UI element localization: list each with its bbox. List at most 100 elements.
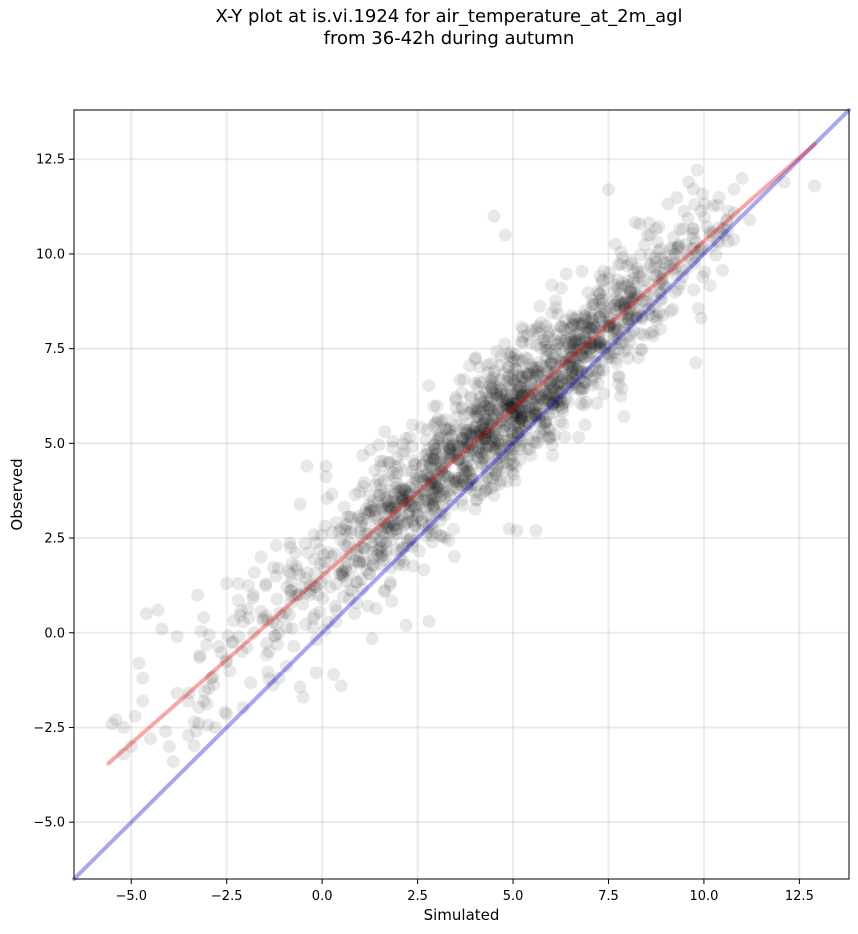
data-point — [511, 389, 525, 403]
data-point — [427, 462, 441, 476]
data-point — [494, 437, 508, 451]
data-point — [477, 432, 491, 446]
data-point — [643, 248, 657, 262]
data-point — [461, 455, 475, 469]
data-point — [553, 370, 567, 384]
data-point — [472, 451, 486, 465]
data-point — [256, 613, 270, 627]
data-point — [350, 596, 364, 610]
data-point — [355, 582, 369, 596]
data-point — [608, 237, 622, 251]
data-point — [371, 472, 385, 486]
data-point — [451, 452, 464, 466]
data-point — [567, 319, 581, 333]
data-point — [694, 242, 708, 256]
data-point — [310, 633, 323, 647]
data-point — [585, 312, 599, 325]
data-point — [525, 361, 539, 375]
data-point — [581, 325, 595, 339]
data-point — [633, 327, 647, 340]
data-point — [242, 611, 256, 625]
data-point — [377, 474, 391, 488]
data-point — [412, 497, 426, 511]
data-point — [513, 439, 527, 453]
data-point — [507, 409, 521, 423]
data-point — [396, 541, 410, 555]
data-point — [544, 380, 558, 394]
data-point — [493, 390, 507, 404]
data-point — [634, 248, 647, 262]
data-point — [474, 424, 488, 438]
data-point — [336, 590, 350, 604]
data-point — [594, 301, 608, 315]
data-point — [480, 470, 494, 484]
data-point — [578, 310, 592, 324]
data-point — [572, 332, 586, 346]
data-point — [505, 401, 519, 415]
data-point — [595, 292, 609, 306]
data-point — [582, 321, 596, 335]
data-point — [673, 222, 687, 236]
data-point — [575, 382, 589, 396]
data-point — [407, 454, 421, 467]
data-point — [544, 401, 557, 415]
data-point — [433, 507, 447, 521]
data-point — [527, 405, 541, 419]
data-point — [285, 621, 299, 635]
data-point — [368, 527, 382, 541]
data-point — [542, 407, 556, 421]
data-point — [338, 538, 352, 552]
data-point — [612, 294, 626, 308]
data-point — [549, 365, 563, 379]
data-point — [486, 440, 500, 454]
data-point — [628, 216, 642, 229]
data-point — [545, 357, 559, 371]
data-point — [484, 418, 498, 432]
y-tick-label: 12.5 — [36, 153, 65, 168]
data-point — [499, 398, 513, 412]
data-point — [383, 578, 397, 592]
data-point — [392, 513, 406, 527]
data-point — [501, 396, 515, 410]
data-point — [577, 381, 591, 395]
data-point — [394, 544, 407, 558]
data-point — [506, 402, 520, 416]
data-point — [283, 536, 297, 550]
data-point — [372, 438, 386, 452]
data-point — [600, 347, 614, 361]
data-point — [182, 728, 195, 742]
data-point — [273, 606, 287, 620]
data-point — [424, 470, 438, 484]
data-point — [575, 365, 588, 378]
data-point — [246, 588, 260, 602]
data-point — [498, 424, 512, 438]
data-point — [565, 371, 579, 385]
data-point — [808, 179, 822, 193]
data-point — [602, 319, 616, 333]
data-point — [516, 330, 530, 344]
data-point — [523, 403, 536, 417]
data-point — [566, 317, 580, 331]
data-point — [546, 405, 560, 419]
data-point — [402, 504, 416, 518]
data-point — [475, 376, 489, 390]
data-point — [390, 466, 404, 480]
data-point — [609, 336, 623, 350]
data-point — [478, 399, 492, 413]
data-point — [318, 570, 332, 584]
data-point — [511, 430, 525, 444]
data-point — [541, 330, 555, 344]
data-point — [546, 369, 560, 382]
data-point — [498, 228, 512, 242]
data-point — [597, 387, 611, 401]
data-point — [535, 410, 549, 423]
data-point — [504, 458, 518, 472]
data-point — [359, 502, 373, 516]
data-point — [225, 636, 239, 650]
data-point — [584, 335, 598, 349]
data-point — [469, 493, 483, 507]
data-point — [526, 402, 540, 416]
data-point — [191, 588, 205, 602]
data-point — [475, 432, 489, 446]
data-point — [311, 588, 325, 602]
